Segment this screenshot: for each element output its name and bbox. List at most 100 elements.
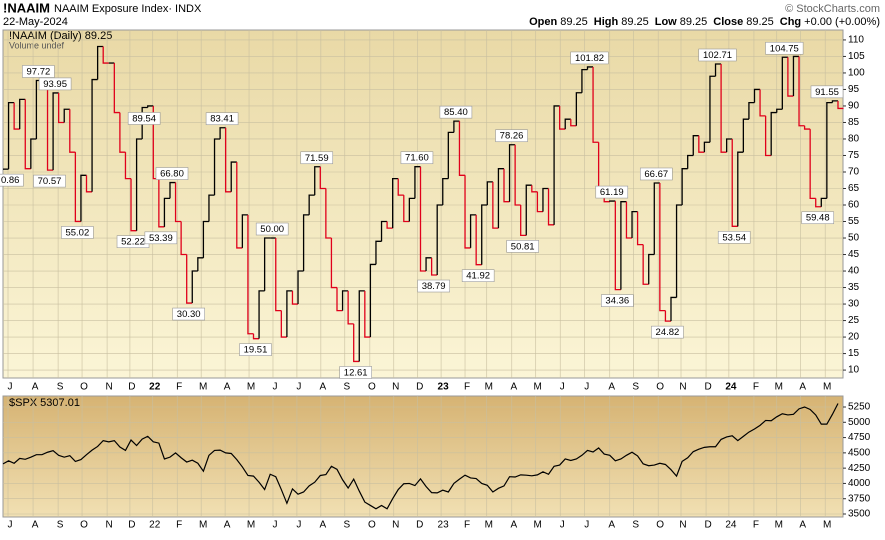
label-box [717,231,751,244]
step-segment [263,237,271,291]
label-box [506,240,539,253]
step-segment [436,204,443,276]
data-label-text: 30.30 [177,309,201,320]
step-segment [364,290,371,338]
x-tick-label: N [105,520,112,531]
step-segment [7,102,15,170]
data-label: 52.22 [116,235,150,248]
step-segment [308,194,315,215]
data-label: 34.36 [601,294,634,307]
step-segment [453,120,460,133]
step-segment [564,118,571,130]
step-segment [408,197,415,222]
step-segment [664,310,671,322]
x-tick-label: S [632,520,639,531]
x-tick-label: A [510,520,517,531]
step-segment [241,214,248,248]
step-segment [748,102,755,120]
y-tick-label: 35 [848,282,860,293]
y-tick-label: 4000 [848,478,871,489]
step-segment [19,98,26,130]
step-segment [91,78,98,192]
x-tick-label: A [32,520,39,531]
label-box [801,211,835,225]
data-label-text: 50.00 [260,224,284,235]
x-tick-label: F [753,382,759,393]
step-segment [520,205,527,236]
step-segment [731,138,738,227]
step-segment [826,102,833,199]
step-segment [764,115,772,157]
step-segment [681,168,688,206]
x-tick-label: F [176,382,182,393]
data-label: 70.57 [33,174,66,188]
step-segment [58,92,65,124]
step-segment [419,166,427,272]
y-tick-label: 4250 [848,463,871,474]
data-label-text: 104.75 [770,43,799,54]
step-segment [837,100,844,110]
top-panel [2,29,844,379]
data-label: 53.54 [717,231,751,244]
x-tick-label: M [775,382,783,393]
y-tick-label: 15 [848,348,860,359]
y-tick-label: 30 [848,299,860,310]
label-box [601,294,634,307]
x-tick-label: J [272,382,277,393]
data-label-text: 85.40 [444,107,468,118]
x-tick-label: A [32,382,39,393]
step-segment [202,220,209,258]
data-label-text: 53.39 [149,233,173,244]
x-tick-label: J [8,382,13,393]
x-tick-label: M [485,520,493,531]
step-segment [787,57,794,97]
quote-label: Close [713,16,743,28]
legend: !NAAIM (Daily) 89.25 [9,30,112,42]
x-tick-label: J [560,382,565,393]
label-box [0,173,24,187]
label-box [651,325,684,339]
x-tick-label: D [128,520,135,531]
step-segment [392,177,399,229]
data-label: 38.79 [417,279,450,293]
x-tick-label: M [485,382,493,393]
label-box [205,112,239,126]
quote-value: 89.25 [560,16,588,28]
data-label-text: 52.22 [121,237,145,248]
label-box [300,151,334,165]
x-tick-label: N [392,520,399,531]
step-segment [30,138,37,169]
y-tick-label: 110 [848,35,864,46]
step-segment [514,144,521,206]
step-segment [74,152,81,223]
y-tick-label: 3750 [848,493,871,504]
volume-note: Volume undef [9,40,65,50]
step-segment [414,166,421,199]
step-segment [508,144,516,202]
step-segment [52,92,59,171]
step-segment [525,184,532,236]
symbol: !NAAIM [3,0,50,15]
x-tick-label: J [296,520,301,531]
y-tick-label: 85 [848,117,860,128]
y-tick-label: 3500 [848,509,871,520]
x-tick-label: M [247,382,255,393]
step-segment [675,204,683,298]
y-tick-label: 5250 [848,402,871,413]
label-box [595,185,629,199]
step-segment [553,105,560,225]
quote-value: 89.25 [746,16,774,28]
data-label-text: 66.80 [160,169,184,180]
step-segment [720,64,727,153]
data-label: 0.86 [0,173,24,187]
spx-line [2,403,839,510]
data-label: 78.26 [495,129,528,143]
step-segment [397,178,404,196]
step-segment [236,162,243,249]
x-tick-label: 23 [438,382,450,393]
label-box [339,366,372,379]
y-tick-label: 4750 [848,432,871,443]
data-label: 83.41 [205,112,239,126]
data-label-text: 70.57 [38,176,62,187]
step-segment [191,270,198,304]
